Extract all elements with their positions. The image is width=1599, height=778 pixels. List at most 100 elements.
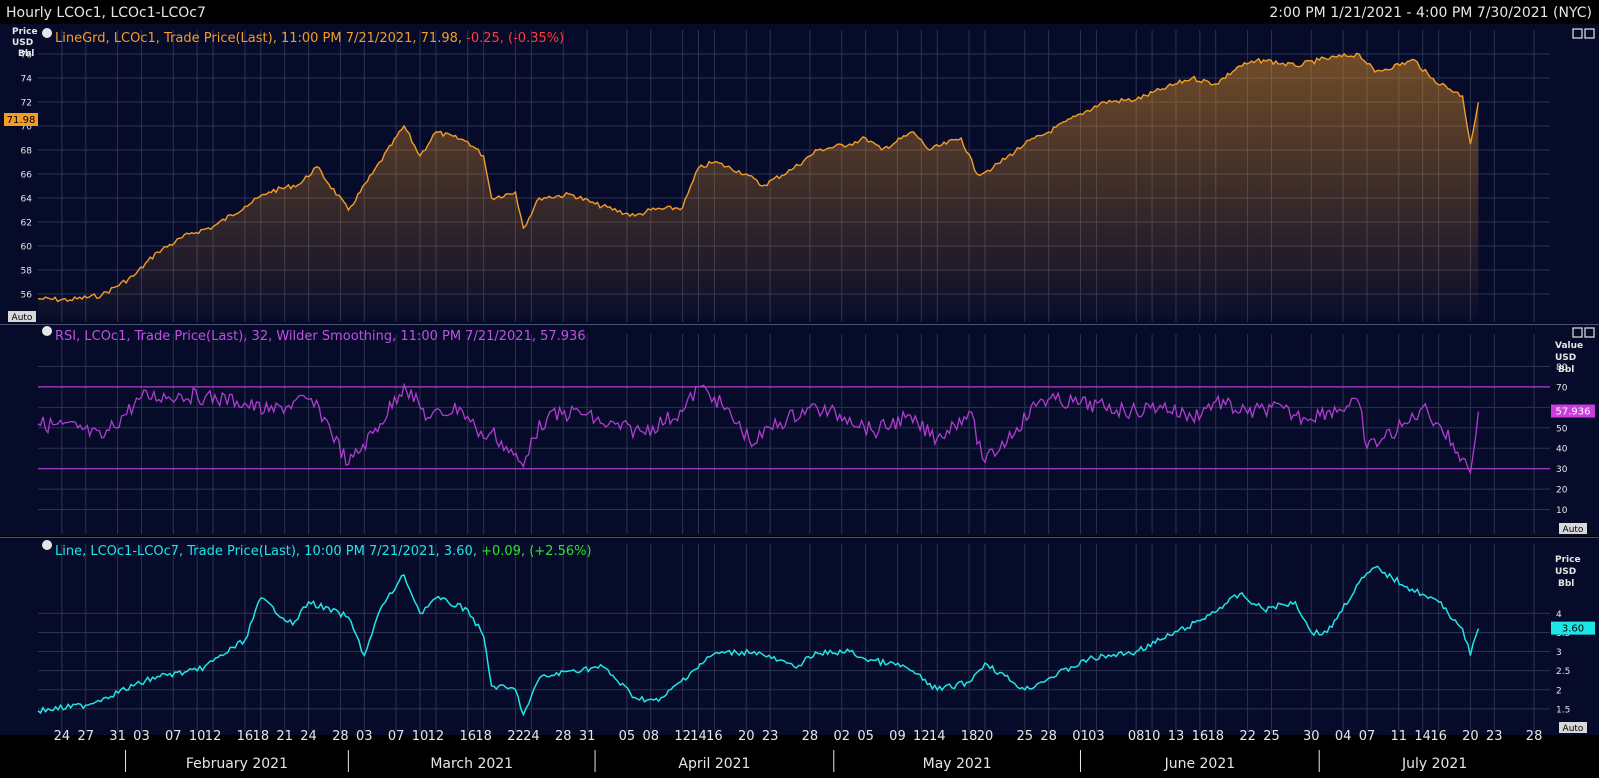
x-tick-30: 02 [833,729,850,744]
x-tick-34: 14 [929,729,946,744]
spread-panel: 1.522.533.54 Price USD Bbl 3.60 Auto Lin… [0,537,1599,735]
x-tick-46: 22 [1239,729,1256,744]
y-tick-label-0: 56 [21,291,33,301]
y-tick-label-1: 20 [1556,486,1568,496]
x-tick-41: 08 [1128,729,1145,744]
rsi-legend: RSI, LCOc1, Trade Price(Last), 32, Wilde… [42,326,586,344]
price-last-value-tag: 71.98 [4,113,38,126]
spread-legend-settings-icon[interactable] [42,540,52,550]
rsi-auto-button[interactable]: Auto [1559,523,1587,535]
price-legend-text: LineGrd, LCOc1, Trade Price(Last), 11:00… [55,31,462,46]
y-tick-label-3: 3 [1556,648,1562,658]
y-tick-label-1: 2 [1556,686,1562,696]
y-tick-label-3: 40 [1556,445,1568,455]
spread-series-line [37,565,1480,717]
y-tick-label-10: 76 [21,51,33,61]
price-legend: LineGrd, LCOc1, Trade Price(Last), 11:00… [42,28,564,46]
x-tick-42: 10 [1144,729,1161,744]
x-tick-44: 16 [1192,729,1209,744]
month-label-0: February 2021 [186,756,288,772]
price-y-axis-ticks: 56 58 60 62 64 66 68 70 72 74 76 [21,51,33,301]
y-tick-label-1: 58 [21,267,33,277]
x-tick-45: 18 [1207,729,1224,744]
x-tick-15: 12 [428,729,445,744]
y-tick-label-5: 4 [1556,610,1562,620]
x-tick-1: 27 [77,729,94,744]
spread-gridlines [38,544,1550,732]
svg-text:Line, LCOc1-LCOc7, Trade Price: Line, LCOc1-LCOc7, Trade Price(Last), 10… [55,544,592,559]
x-tick-8: 18 [253,729,270,744]
x-tick-37: 25 [1017,729,1034,744]
price-last-value: 71.98 [7,115,36,126]
spread-last-value-tag: 3.60 [1551,621,1595,635]
x-tick-53: 16 [1430,729,1447,744]
y-tick-label-5: 66 [21,171,33,181]
x-tick-39: 01 [1072,729,1089,744]
price-legend-settings-icon[interactable] [42,28,52,38]
price-auto-button[interactable]: Auto [8,311,36,323]
spread-legend: Line, LCOc1-LCOc7, Trade Price(Last), 10… [42,540,592,559]
y-tick-label-0: 10 [1556,506,1568,516]
spread-legend-change: +0.09, (+2.56%) [477,544,592,559]
y-tick-label-0: 1.5 [1556,705,1570,715]
x-tick-40: 03 [1088,729,1105,744]
price-axis-title-3: Bbl [18,49,34,59]
y-tick-label-7: 80 [1556,363,1568,373]
price-legend-change: -0.25, (-0.35%) [462,31,564,46]
y-tick-label-6: 70 [1556,383,1568,393]
x-axis-day-ticks: 24 27 31 03 07 10 12 16 18 21 24 28 03 07 10 12 16 18 22 24… [54,729,1543,744]
rsi-restore-icon[interactable] [1572,327,1583,338]
price-restore-icon[interactable] [1572,28,1583,39]
price-series-line [38,52,1480,303]
y-tick-label-6: 68 [21,147,33,157]
x-tick-49: 04 [1335,729,1352,744]
price-axis-title-2: USD [12,38,33,48]
rsi-last-value: 57.936 [1556,407,1591,418]
x-tick-14: 10 [412,729,429,744]
spread-last-value: 3.60 [1562,624,1584,635]
x-tick-13: 07 [388,729,405,744]
x-tick-51: 11 [1391,729,1408,744]
x-tick-28: 23 [762,729,779,744]
rsi-close-icon[interactable] [1584,327,1595,338]
rsi-legend-settings-icon[interactable] [42,326,52,336]
y-tick-label-7: 70 [21,123,33,133]
x-tick-36: 20 [977,729,994,744]
price-area-fill [38,53,1479,319]
x-tick-27: 20 [738,729,755,744]
spread-legend-text: Line, LCOc1-LCOc7, Trade Price(Last), 10… [55,544,477,559]
x-tick-25: 14 [690,729,707,744]
x-axis-month-labels: February 2021 March 2021 April 2021 May 202… [125,750,1467,772]
x-tick-4: 07 [165,729,182,744]
spread-axis-title-3: Bbl [1558,579,1574,589]
x-tick-12: 03 [356,729,373,744]
rsi-series-line [37,382,1480,476]
x-tick-47: 25 [1263,729,1280,744]
rsi-axis-title-2: USD [1555,353,1576,363]
rsi-panel-controls[interactable] [1572,327,1595,338]
x-tick-2: 31 [109,729,126,744]
y-tick-label-9: 74 [21,75,33,85]
x-tick-52: 14 [1414,729,1431,744]
price-close-icon[interactable] [1584,28,1595,39]
x-tick-32: 09 [889,729,906,744]
spread-axis-title-1: Price [1555,555,1581,565]
x-tick-23: 08 [642,729,659,744]
x-tick-11: 28 [332,729,349,744]
x-tick-54: 20 [1462,729,1479,744]
spread-auto-button[interactable]: Auto [1559,722,1587,734]
x-tick-0: 24 [54,729,71,744]
spread-axis-title-2: USD [1555,567,1576,577]
rsi-legend-text: RSI, LCOc1, Trade Price(Last), 32, Wilde… [55,329,586,344]
month-label-5: July 2021 [1401,756,1467,772]
date-range-label: 2:00 PM 1/21/2021 - 4:00 PM 7/30/2021 (N… [1269,5,1592,21]
y-tick-label-8: 72 [21,99,32,109]
svg-text:LineGrd, LCOc1, Trade Price(La: LineGrd, LCOc1, Trade Price(Last), 11:00… [55,31,564,46]
y-tick-label-2: 30 [1556,465,1568,475]
x-tick-29: 28 [802,729,819,744]
price-panel: 56 58 60 62 64 66 68 70 72 74 76 Price USD Bbl 71.… [0,24,1599,324]
x-tick-10: 24 [300,729,317,744]
y-tick-label-2: 2.5 [1556,667,1570,677]
price-panel-controls[interactable] [1572,28,1595,39]
